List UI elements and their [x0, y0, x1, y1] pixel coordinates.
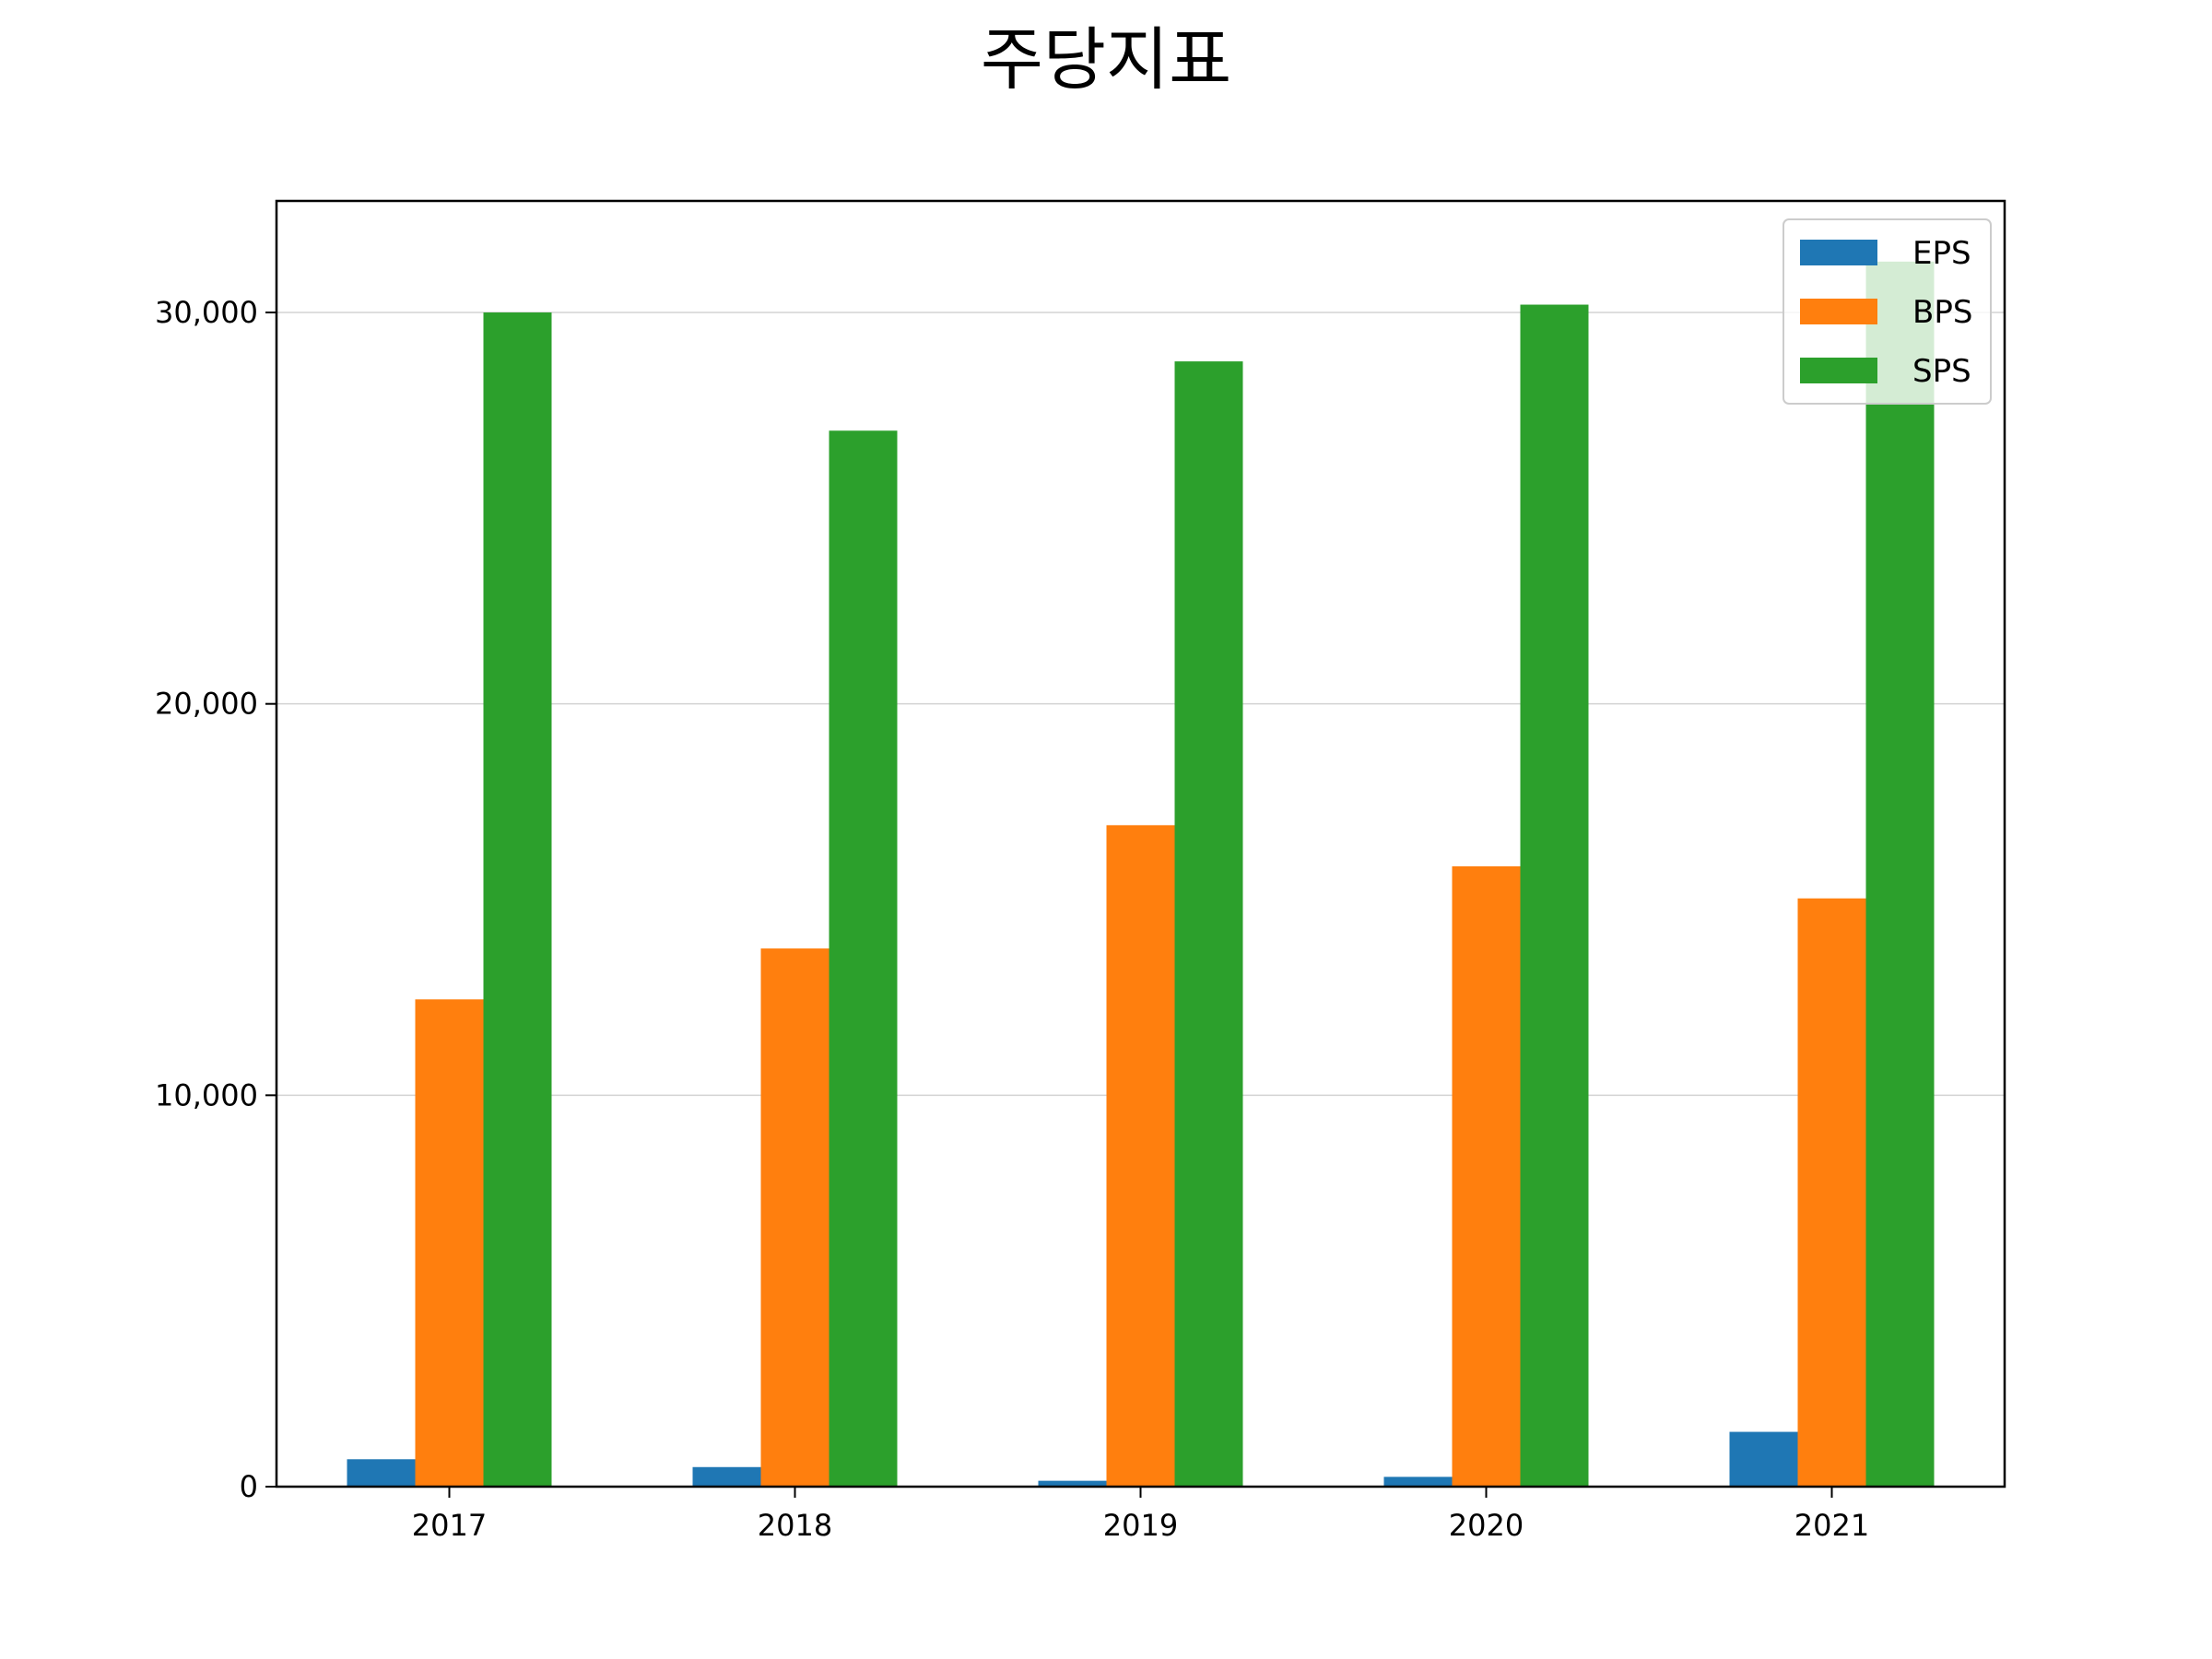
x-tick-label: 2021	[1794, 1508, 1869, 1543]
y-tick-label: 30,000	[155, 295, 258, 330]
bar-sps-2019	[1174, 361, 1243, 1487]
legend: EPS BPS SPS	[1783, 218, 1992, 405]
bar-sps-2017	[483, 312, 552, 1488]
bar-bps-2021	[1797, 898, 1866, 1487]
chart-title: 주당지표	[981, 20, 1231, 100]
x-tick-label: 2017	[412, 1508, 487, 1543]
x-tick-label: 2020	[1449, 1508, 1524, 1543]
legend-label-sps: SPS	[1912, 353, 1971, 390]
x-tick-label: 2018	[758, 1508, 832, 1543]
y-tick-label: 20,000	[155, 687, 258, 722]
bar-sps-2020	[1520, 304, 1589, 1488]
legend-label-bps: BPS	[1912, 294, 1972, 331]
bar-eps-2021	[1729, 1431, 1798, 1487]
y-tick-label: 0	[240, 1469, 258, 1504]
bar-bps-2017	[415, 999, 484, 1487]
x-axis: 2017 2018 2019 2020 2021	[412, 1487, 1869, 1543]
bar-sps-2018	[829, 430, 898, 1488]
bar-sps-2021	[1865, 261, 1935, 1488]
y-tick-label: 10,000	[155, 1077, 258, 1112]
legend-label-eps: EPS	[1912, 235, 1971, 272]
bar-eps-2019	[1038, 1480, 1107, 1487]
bar-bps-2019	[1106, 825, 1175, 1487]
y-axis: 0 10,000 20,000 30,000	[155, 295, 276, 1504]
bars	[347, 261, 1935, 1488]
bar-bps-2018	[760, 948, 830, 1487]
bar-eps-2018	[692, 1466, 761, 1487]
legend-swatch-eps	[1800, 240, 1877, 265]
bar-bps-2020	[1452, 865, 1521, 1487]
x-tick-label: 2019	[1103, 1508, 1178, 1543]
legend-swatch-bps	[1800, 299, 1877, 324]
bar-eps-2017	[347, 1459, 416, 1487]
bar-eps-2020	[1383, 1477, 1453, 1487]
legend-swatch-sps	[1800, 358, 1877, 383]
